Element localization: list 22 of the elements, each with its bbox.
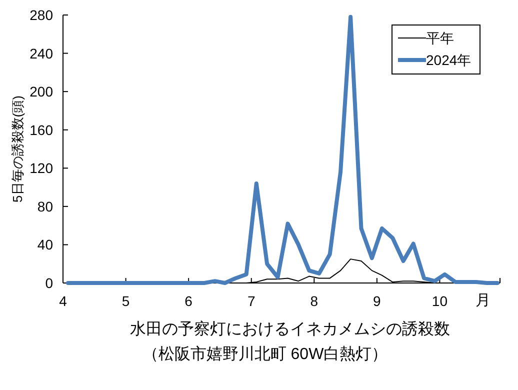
y-tick-label: 160 — [30, 122, 54, 138]
x-tick-label: 9 — [373, 293, 382, 309]
x-tick-label: 6 — [184, 293, 193, 309]
legend-label: 2024年 — [426, 52, 472, 68]
text: （松阪市嬉野川北町 60W白熱灯） — [142, 345, 388, 363]
y-axis-title: 5日毎の誘殺数(頭) — [10, 96, 25, 202]
y-tick-label: 80 — [37, 198, 54, 214]
x-tick-label: 10 — [432, 293, 448, 309]
line-series — [66, 14, 500, 285]
x-tick-label: 8 — [310, 293, 318, 309]
y-tick-label: 200 — [30, 84, 54, 100]
y-tick-label: 40 — [37, 236, 54, 253]
legend-label: 平年 — [426, 30, 454, 46]
y-tick-label: 120 — [30, 160, 54, 176]
x-tick-label: 5 — [122, 293, 130, 309]
y-tick-label: 280 — [30, 7, 54, 23]
y-tick-label: 0 — [45, 275, 54, 291]
x-axis-title: 月 — [476, 292, 490, 309]
text: 水田の予察灯におけるイネカメムシの誘殺数 — [130, 320, 450, 338]
x-tick-label: 4 — [59, 293, 68, 309]
y-tick-label: 240 — [30, 45, 54, 62]
x-tick-label: 7 — [247, 293, 256, 309]
